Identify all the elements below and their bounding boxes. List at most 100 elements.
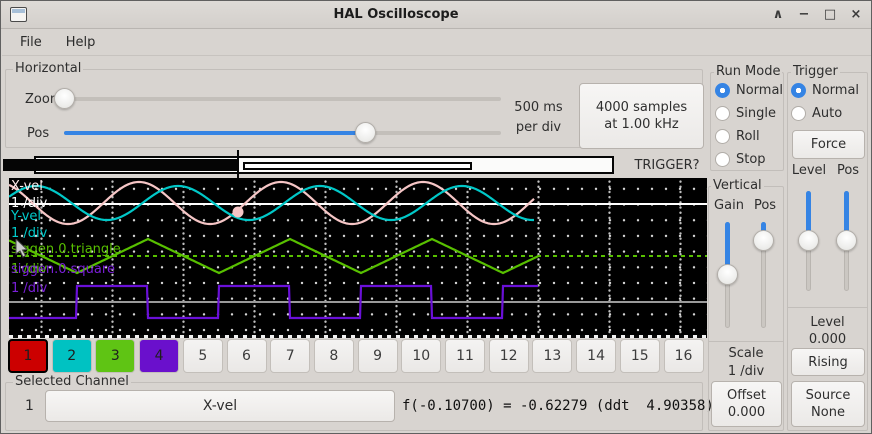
trigger-level-caption: Level: [789, 315, 866, 330]
zoom-slider[interactable]: [64, 97, 501, 101]
menubar: FileHelp: [2, 30, 872, 56]
trigger-level-slider-fill: [806, 191, 811, 235]
channel-button-2[interactable]: 2: [52, 339, 92, 373]
run-mode-normal[interactable]: Normal: [715, 81, 783, 99]
vertical-gain-slider-handle[interactable]: [717, 264, 738, 285]
channel-button-7[interactable]: 7: [270, 339, 310, 373]
channel-button-9[interactable]: 9: [358, 339, 398, 373]
horizontal-pos-slider-handle[interactable]: [355, 122, 376, 143]
selected-channel-group-title: Selected Channel: [13, 375, 131, 389]
channel-button-14[interactable]: 14: [576, 339, 616, 373]
trigger-mode-auto-radio[interactable]: [791, 106, 806, 121]
trigger-pos-slider-handle[interactable]: [836, 230, 857, 251]
trigger-edge-label: Rising: [808, 354, 848, 371]
trigger-level-slider-handle[interactable]: [798, 230, 819, 251]
mouse-cursor-icon: [15, 239, 29, 259]
channel-button-15[interactable]: 15: [620, 339, 660, 373]
vertical-gain-label: Gain: [713, 198, 745, 213]
channel-button-13[interactable]: 13: [532, 339, 572, 373]
run-mode-single-radio[interactable]: [715, 106, 730, 121]
vertical-gain-slider-fill: [725, 222, 730, 268]
run-mode-single-label: Single: [736, 106, 776, 121]
trigger-groupbox: [787, 72, 868, 431]
run-mode-stop-label: Stop: [736, 152, 766, 167]
zoom-slider-handle[interactable]: [54, 88, 75, 109]
vertical-scale-caption: Scale: [710, 346, 782, 361]
trigger-mode-normal-label: Normal: [812, 83, 859, 98]
trigger-source-line1: Source: [806, 387, 851, 404]
channel-button-16[interactable]: 16: [664, 339, 704, 373]
scope-display[interactable]: X-vel1 /divY-vel1 /divsiggen.0.triangle1…: [9, 178, 707, 335]
selected-channel-number: 1: [25, 398, 34, 414]
scope-bottom-edge: [9, 335, 707, 338]
trigger-source-line2: None: [811, 404, 845, 421]
channel-button-10[interactable]: 10: [401, 339, 441, 373]
timebase-line2: per div: [506, 120, 571, 135]
samples-line1: 4000 samples: [596, 99, 687, 116]
trigger-level-slider-label: Level: [791, 163, 827, 178]
channel-button-11[interactable]: 11: [445, 339, 485, 373]
vertical-pos-label: Pos: [751, 198, 779, 213]
run-mode-roll[interactable]: Roll: [715, 127, 760, 145]
run-mode-stop[interactable]: Stop: [715, 150, 766, 168]
trigger-mode-normal[interactable]: Normal: [791, 81, 859, 99]
trigger-point-marker: [233, 207, 244, 218]
scope-label-y-vel: Y-vel: [11, 210, 41, 224]
channel-button-4[interactable]: 4: [139, 339, 179, 373]
trigger-group-title: Trigger: [791, 65, 840, 79]
titlebar: HAL Oscilloscope ∧−□ ×: [1, 1, 871, 29]
run-mode-normal-radio[interactable]: [715, 83, 730, 98]
trigger-position-marker: [237, 150, 239, 178]
vertical-offset-line1: Offset: [727, 387, 766, 404]
menu-file[interactable]: File: [10, 32, 52, 53]
app-icon: [10, 7, 27, 22]
channel-button-12[interactable]: 12: [489, 339, 529, 373]
scope-label-siggen-0-square: siggen.0.square: [11, 263, 115, 277]
trigger-pos-slider-label: Pos: [833, 163, 863, 178]
run-mode-roll-radio[interactable]: [715, 129, 730, 144]
vertical-offset-button[interactable]: Offset 0.000: [711, 381, 782, 427]
trigger-mode-auto-label: Auto: [812, 106, 842, 121]
trigger-capture-window: [243, 162, 472, 170]
trigger-separator: [788, 307, 867, 308]
trigger-pos-slider-fill: [844, 191, 849, 235]
channel-button-8[interactable]: 8: [314, 339, 354, 373]
samples-line2: at 1.00 kHz: [604, 116, 678, 133]
menu-help[interactable]: Help: [56, 32, 106, 53]
selected-channel-name-button[interactable]: X-vel: [45, 390, 395, 422]
scope-label-1-div: 1 /div: [11, 282, 47, 296]
run-mode-roll-label: Roll: [736, 129, 760, 144]
run-mode-single[interactable]: Single: [715, 104, 776, 122]
selected-channel-readout: f(-0.10700) = -0.62279 (ddt 4.90358): [402, 398, 714, 414]
vertical-scale-value: 1 /div: [710, 364, 782, 379]
trigger-force-label: Force: [811, 136, 846, 153]
trigger-mode-normal-radio[interactable]: [791, 83, 806, 98]
trigger-source-button[interactable]: Source None: [791, 381, 865, 427]
trigger-level-value: 0.000: [789, 332, 866, 347]
close-button[interactable]: ×: [847, 5, 865, 25]
vertical-offset-line2: 0.000: [728, 404, 765, 421]
scope-label-x-vel: X-vel: [11, 180, 43, 194]
channel-button-5[interactable]: 5: [183, 339, 223, 373]
trigger-mode-auto[interactable]: Auto: [791, 104, 842, 122]
shade-button[interactable]: ∧: [769, 5, 787, 25]
channel-button-6[interactable]: 6: [227, 339, 267, 373]
trigger-force-button[interactable]: Force: [792, 130, 865, 159]
maximize-button[interactable]: □: [821, 5, 839, 25]
vertical-group-title: Vertical: [711, 179, 764, 193]
window-controls: ∧−□ ×: [769, 1, 865, 29]
run-mode-normal-label: Normal: [736, 83, 783, 98]
run-mode-stop-radio[interactable]: [715, 152, 730, 167]
trigger-edge-button[interactable]: Rising: [791, 348, 865, 376]
minimize-button[interactable]: −: [795, 5, 813, 25]
selected-channel-name: X-vel: [203, 398, 237, 415]
samples-button[interactable]: 4000 samples at 1.00 kHz: [579, 83, 704, 149]
channel-button-1[interactable]: 1: [8, 339, 48, 373]
vertical-pos-slider-handle[interactable]: [753, 230, 774, 251]
window-title: HAL Oscilloscope: [101, 1, 691, 29]
timebase-line1: 500 ms: [506, 100, 571, 115]
run-mode-group-title: Run Mode: [714, 65, 782, 79]
trigger-question-label: TRIGGER?: [631, 158, 703, 173]
horizontal-pos-slider-fill: [64, 131, 365, 135]
channel-button-3[interactable]: 3: [95, 339, 135, 373]
